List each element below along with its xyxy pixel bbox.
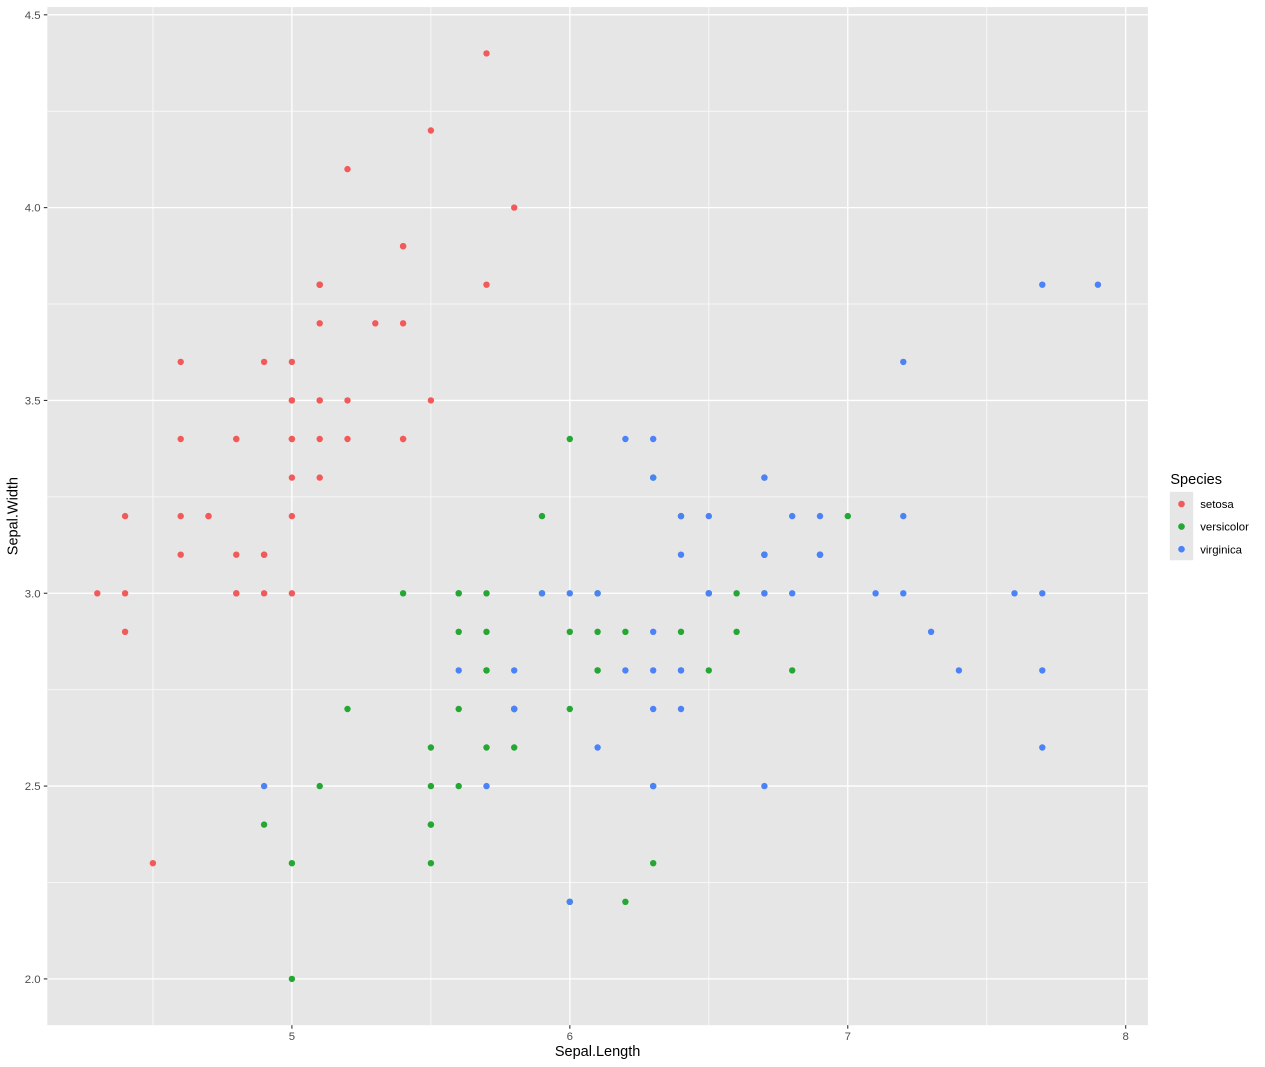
svg-text:3.0: 3.0 (25, 588, 41, 600)
svg-text:3.5: 3.5 (25, 396, 41, 408)
svg-text:Sepal.Length: Sepal.Length (555, 1044, 640, 1060)
svg-text:virginica: virginica (1200, 544, 1242, 556)
svg-text:2.5: 2.5 (25, 781, 41, 793)
svg-text:Sepal.Width: Sepal.Width (6, 477, 22, 555)
svg-text:4.0: 4.0 (25, 203, 41, 215)
svg-text:versicolor: versicolor (1200, 522, 1249, 534)
svg-text:8: 8 (1123, 1031, 1129, 1043)
svg-text:setosa: setosa (1200, 499, 1234, 511)
svg-text:4.5: 4.5 (25, 10, 41, 22)
svg-text:7: 7 (845, 1031, 851, 1043)
svg-text:6: 6 (567, 1031, 573, 1043)
svg-text:2.0: 2.0 (25, 974, 41, 986)
svg-text:Species: Species (1170, 472, 1222, 488)
svg-text:5: 5 (289, 1031, 295, 1043)
